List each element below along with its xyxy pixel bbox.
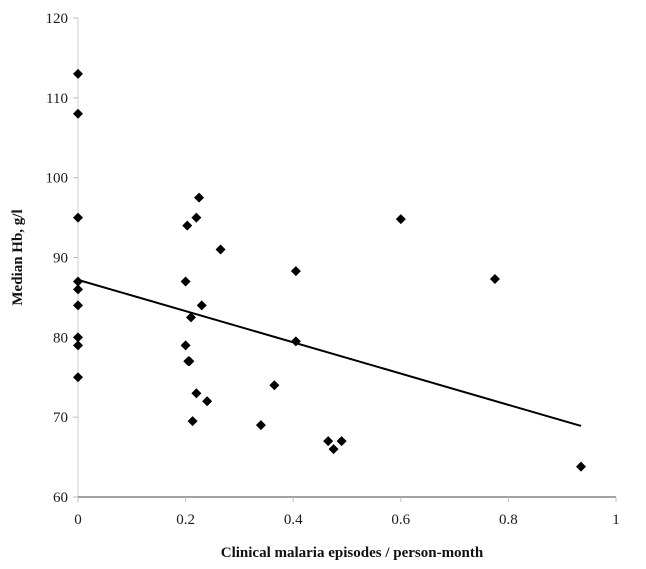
- data-points: [73, 68, 587, 472]
- data-point: [290, 336, 301, 347]
- y-axis-ticks: 60 70 80 90 100 110 120: [46, 11, 78, 506]
- data-point: [194, 192, 205, 203]
- data-point: [184, 356, 195, 367]
- data-point: [73, 300, 83, 311]
- data-point: [73, 68, 83, 79]
- trend-line: [77, 278, 582, 427]
- data-point: [185, 312, 196, 323]
- data-point: [73, 276, 83, 287]
- y-tick-label: 80: [53, 330, 68, 346]
- y-tick-label: 120: [46, 11, 69, 27]
- data-point: [489, 274, 500, 285]
- x-tick-label: 0.6: [391, 512, 410, 528]
- data-point: [215, 244, 226, 255]
- data-point: [202, 396, 213, 407]
- x-axis-ticks: 0 0.2 0.4 0.6 0.8 1: [74, 497, 620, 528]
- data-point: [73, 108, 83, 119]
- data-point: [336, 436, 347, 447]
- data-point: [182, 220, 193, 231]
- data-point: [180, 340, 191, 351]
- x-axis-title: Clinical malaria episodes / person-month: [221, 545, 484, 561]
- data-point: [290, 266, 301, 277]
- data-point: [269, 380, 280, 391]
- data-point: [73, 332, 83, 343]
- data-point: [73, 372, 83, 383]
- data-point: [180, 276, 191, 287]
- y-tick-label: 100: [46, 171, 69, 187]
- data-point: [196, 300, 207, 311]
- data-point: [73, 340, 83, 351]
- y-tick-label: 60: [53, 490, 68, 506]
- data-point: [255, 420, 266, 431]
- data-point: [328, 444, 339, 455]
- y-tick-label: 110: [46, 91, 68, 107]
- x-tick-label: 0.2: [176, 512, 195, 528]
- data-point: [191, 212, 202, 223]
- plot-area: 60 70 80 90 100 110 120 0 0.2 0.4 0.6 0.8 1: [46, 11, 620, 528]
- y-axis-title: Median Hb, g/l: [10, 209, 26, 305]
- y-tick-label: 70: [53, 410, 68, 426]
- x-tick-label: 1: [612, 512, 620, 528]
- x-tick-label: 0.4: [284, 512, 303, 528]
- data-point: [187, 416, 198, 427]
- data-point: [323, 436, 334, 447]
- data-point: [576, 461, 587, 472]
- data-point: [73, 284, 83, 295]
- data-point: [395, 214, 406, 225]
- x-tick-label: 0.8: [499, 512, 518, 528]
- data-point: [73, 212, 83, 223]
- x-tick-label: 0: [74, 512, 82, 528]
- y-tick-label: 90: [53, 251, 68, 267]
- data-point: [191, 388, 202, 399]
